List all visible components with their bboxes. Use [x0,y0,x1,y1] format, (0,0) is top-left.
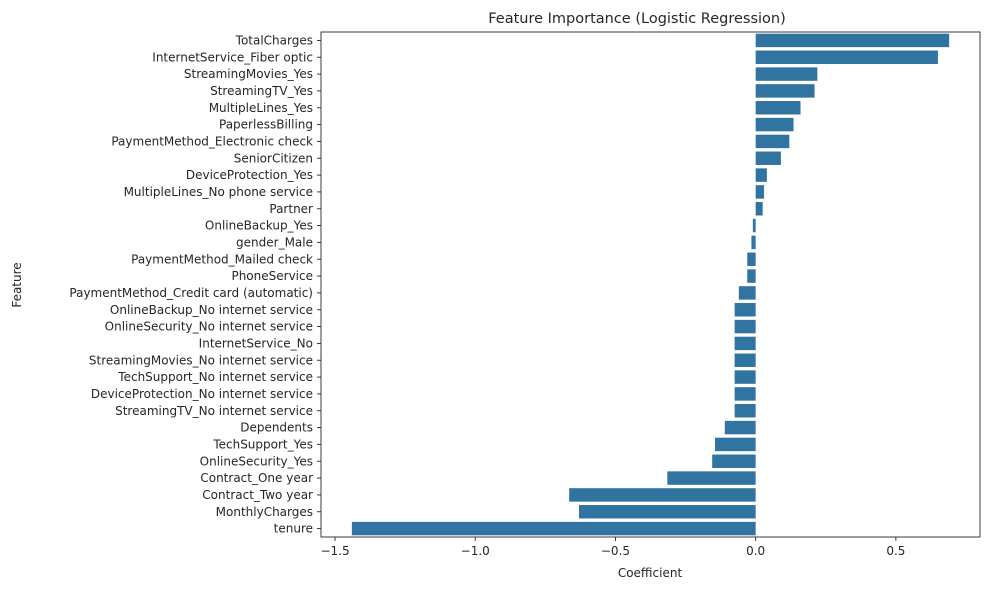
x-axis-title: Coefficient [618,566,683,580]
y-tick-label: PhoneService [231,269,313,283]
bar [734,370,756,384]
y-tick-label: PaymentMethod_Electronic check [111,134,313,148]
bar [755,84,815,98]
bar [752,218,756,233]
x-axis-ticks: −1.5 −1.0 −0.5 0.0 0.5 [320,537,905,558]
y-tick-label: Dependents [240,421,313,435]
bar [734,387,756,401]
y-tick-label: Partner [269,202,313,216]
y-tick-label: TechSupport_No internet service [117,370,313,384]
chart-title: Feature Importance (Logistic Regression) [488,11,786,27]
y-tick-label: MultipleLines_Yes [209,101,313,115]
bar [755,33,950,48]
y-tick-label: StreamingMovies_Yes [184,67,313,81]
y-tick-label: MultipleLines_No phone service [124,185,313,199]
bar [751,235,756,250]
bar [738,286,756,300]
bar [747,252,756,266]
bar [755,134,790,149]
bar [734,303,756,317]
y-tick-label: PaymentMethod_Mailed check [131,252,313,266]
y-tick-label: DeviceProtection_Yes [186,168,313,182]
y-tick-label: StreamingMovies_No internet service [89,353,313,367]
y-tick-label: TechSupport_Yes [212,437,313,451]
y-tick-label: StreamingTV_Yes [210,84,313,98]
y-tick-label: gender_Male [236,235,313,249]
bar [714,437,756,452]
bar [755,202,763,216]
bar [747,269,756,283]
bar [734,353,756,367]
x-tick-label: −1.0 [461,544,490,558]
y-tick-label: OnlineSecurity_No internet service [105,320,313,334]
plot-frame [320,31,981,538]
y-tick-label: PaymentMethod_Credit card (automatic) [69,286,313,300]
bar [734,319,756,334]
bar [569,488,756,502]
bar [755,151,781,165]
bar [578,505,756,519]
bar [712,454,756,468]
x-tick-label: −0.5 [601,544,630,558]
y-tick-label: Contract_Two year [202,488,313,502]
bar [351,521,756,536]
bar [734,404,756,418]
bar [755,101,801,115]
y-tick-label: DeviceProtection_No internet service [91,387,313,401]
bar [755,168,767,182]
x-tick-label: 0.0 [746,544,765,558]
bars-group [351,33,950,536]
bar [755,50,938,64]
y-tick-label: InternetService_Fiber optic [152,50,313,64]
y-tick-label: PaperlessBilling [219,118,313,132]
bar [755,117,794,132]
x-tick-label: −1.5 [320,544,349,558]
x-tick-label: 0.5 [886,544,905,558]
y-tick-label: OnlineSecurity_Yes [200,454,313,468]
y-tick-label: tenure [274,522,313,536]
bar [724,420,756,435]
y-tick-label: SeniorCitizen [234,151,313,165]
y-tick-label: OnlineBackup_Yes [205,219,313,233]
bar [755,185,765,199]
y-tick-label: TotalCharges [235,33,313,47]
bar [667,471,756,485]
y-axis-ticks: TotalCharges InternetService_Fiber optic S… [69,33,321,536]
y-tick-label: MonthlyCharges [216,505,313,519]
y-axis-title: Feature [10,262,24,307]
bar [734,336,756,351]
y-tick-label: StreamingTV_No internet service [115,404,313,418]
y-tick-label: OnlineBackup_No internet service [110,303,313,317]
y-tick-label: InternetService_No [199,336,313,350]
bar [755,67,818,81]
y-tick-label: Contract_One year [200,471,313,485]
